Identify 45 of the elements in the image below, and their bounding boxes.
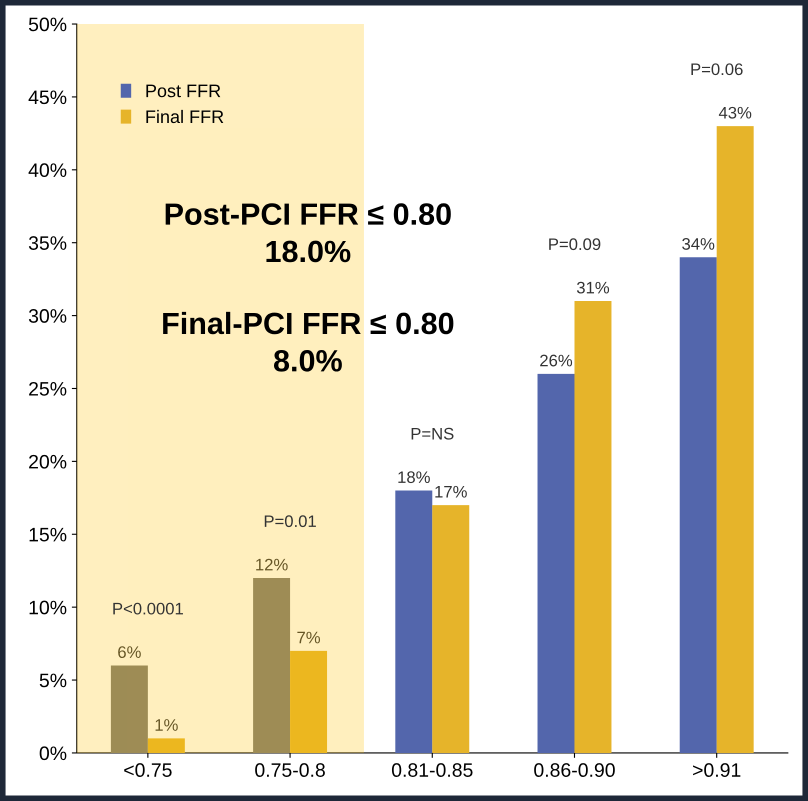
y-tick-label: 0% <box>40 746 66 760</box>
y-tick-label: 45% <box>28 90 66 104</box>
annotation: Final-PCI FFR ≤ 0.80 8.0% <box>163 312 454 372</box>
data-label: 7% <box>297 632 320 644</box>
x-tick-label: 0.75-0.8 <box>255 763 325 777</box>
bar <box>395 490 432 753</box>
y-tick-label: 30% <box>28 309 66 323</box>
x-tick-label: >0.91 <box>693 763 740 777</box>
y-tick-label: 25% <box>29 382 66 396</box>
annotation: Post-PCI FFR ≤ 0.80 18.0% <box>166 203 451 262</box>
annotation: P=NS <box>412 428 454 440</box>
bar <box>432 505 470 753</box>
annotation: P=0.06 <box>691 63 743 76</box>
data-label: 6% <box>118 646 141 658</box>
bar <box>574 301 612 753</box>
x-tick-label: 0.81-0.85 <box>392 763 473 777</box>
legend-label: Final FFR <box>146 110 224 124</box>
y-tick-label: 5% <box>40 674 66 688</box>
data-label: 18% <box>398 471 430 484</box>
data-label: 31% <box>576 282 610 294</box>
data-label: 1% <box>156 719 178 731</box>
y-tick-label: 15% <box>30 528 66 542</box>
y-tick-label: 20% <box>29 454 66 469</box>
y-tick-label: 50% <box>28 18 66 32</box>
data-label: 43% <box>718 106 752 119</box>
bar <box>110 665 148 753</box>
bar <box>253 578 290 753</box>
data-label: 17% <box>435 486 467 498</box>
x-tick-label: <0.75 <box>124 763 172 777</box>
bar <box>538 374 574 753</box>
annotation: P<0.0001 <box>113 602 183 615</box>
legend-label: Post FFR <box>146 84 220 98</box>
bar <box>680 257 717 753</box>
annotation: P=0.09 <box>549 238 600 250</box>
data-label: 34% <box>682 238 714 250</box>
bar <box>290 650 328 753</box>
annotation: P=0.01 <box>264 515 316 528</box>
y-tick-label: 40% <box>28 163 66 178</box>
x-tick-label: 0.86-0.90 <box>534 763 615 777</box>
y-tick-label: 35% <box>28 236 66 250</box>
data-label: 12% <box>256 558 288 570</box>
y-tick-label: 10% <box>30 600 66 614</box>
bar <box>716 126 754 753</box>
bar <box>148 738 185 753</box>
data-label: 26% <box>540 354 572 366</box>
